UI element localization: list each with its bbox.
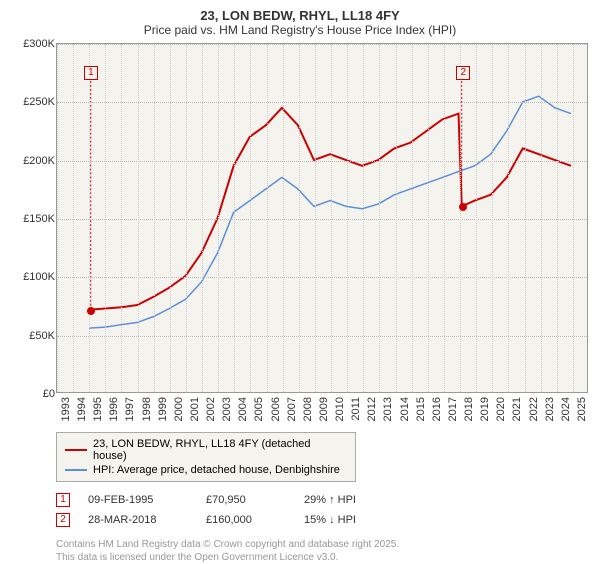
- y-axis-label: £50K: [29, 330, 57, 342]
- x-axis-label: 2016: [431, 397, 443, 421]
- x-axis-label: 2011: [350, 397, 362, 421]
- chart-title: 23, LON BEDW, RHYL, LL18 4FY: [12, 8, 588, 23]
- x-axis-label: 1996: [108, 397, 120, 421]
- legend: 23, LON BEDW, RHYL, LL18 4FY (detached h…: [56, 432, 356, 482]
- sale-marker-dot: [87, 307, 95, 315]
- x-axis-label: 1998: [141, 397, 153, 421]
- x-axis-label: 2010: [334, 397, 346, 421]
- x-axis-label: 2019: [479, 397, 491, 421]
- sale-diff: 15% ↓ HPI: [304, 514, 356, 526]
- sale-marker-label: 1: [84, 66, 98, 80]
- x-axis-label: 2012: [366, 397, 378, 421]
- sale-row: 1 09-FEB-1995 £70,950 29% ↑ HPI: [56, 490, 588, 510]
- legend-swatch: [65, 449, 87, 451]
- sale-number: 1: [56, 493, 70, 507]
- legend-item: 23, LON BEDW, RHYL, LL18 4FY (detached h…: [65, 437, 347, 463]
- x-axis-label: 2003: [221, 397, 233, 421]
- sale-date: 09-FEB-1995: [88, 494, 188, 506]
- legend-swatch: [65, 469, 87, 471]
- x-axis-label: 2007: [286, 397, 298, 421]
- sale-row: 2 28-MAR-2018 £160,000 15% ↓ HPI: [56, 510, 588, 530]
- y-axis-label: £150K: [23, 213, 57, 225]
- x-axis-label: 2005: [253, 397, 265, 421]
- y-axis-label: £100K: [23, 271, 57, 283]
- x-axis-label: 1994: [76, 397, 88, 421]
- sale-diff: 29% ↑ HPI: [304, 494, 356, 506]
- x-axis-label: 1995: [92, 397, 104, 421]
- footer-line: Contains HM Land Registry data © Crown c…: [56, 538, 588, 551]
- x-axis-label: 2022: [528, 397, 540, 421]
- x-axis-label: 2014: [399, 397, 411, 421]
- footer-line: This data is licensed under the Open Gov…: [56, 551, 588, 564]
- legend-label: HPI: Average price, detached house, Denb…: [93, 464, 340, 476]
- sale-number: 2: [56, 513, 70, 527]
- y-axis-label: £250K: [23, 96, 57, 108]
- x-axis-label: 2008: [302, 397, 314, 421]
- x-axis-label: 2013: [382, 397, 394, 421]
- y-axis-label: £200K: [23, 155, 57, 167]
- x-axis-label: 2021: [511, 397, 523, 421]
- x-axis-label: 2023: [544, 397, 556, 421]
- sale-marker-dot: [459, 203, 467, 211]
- x-axis-label: 2018: [463, 397, 475, 421]
- series-line: [89, 96, 571, 328]
- x-axis-label: 1999: [157, 397, 169, 421]
- x-axis-label: 2024: [560, 397, 572, 421]
- sale-date: 28-MAR-2018: [88, 514, 188, 526]
- x-axis-label: 2009: [318, 397, 330, 421]
- x-axis-label: 2001: [189, 397, 201, 421]
- x-axis-label: 2025: [576, 397, 588, 421]
- y-axis-label: £300K: [23, 38, 57, 50]
- chart-area: £0£50K£100K£150K£200K£250K£300K12 199319…: [12, 43, 588, 428]
- x-axis-label: 2006: [270, 397, 282, 421]
- plot-region: £0£50K£100K£150K£200K£250K£300K12: [56, 43, 588, 393]
- x-axis-label: 2017: [447, 397, 459, 421]
- y-axis-label: £0: [43, 388, 57, 400]
- chart-subtitle: Price paid vs. HM Land Registry's House …: [12, 23, 588, 37]
- sales-table: 1 09-FEB-1995 £70,950 29% ↑ HPI 2 28-MAR-2018…: [56, 490, 588, 530]
- x-axis-label: 2020: [495, 397, 507, 421]
- x-axis-label: 2004: [237, 397, 249, 421]
- sale-marker-label: 2: [456, 66, 470, 80]
- x-axis-label: 1997: [124, 397, 136, 421]
- x-axis-label: 2000: [173, 397, 185, 421]
- x-axis-label: 2002: [205, 397, 217, 421]
- legend-label: 23, LON BEDW, RHYL, LL18 4FY (detached h…: [93, 438, 347, 462]
- sale-price: £160,000: [206, 514, 286, 526]
- sale-price: £70,950: [206, 494, 286, 506]
- legend-item: HPI: Average price, detached house, Denb…: [65, 463, 347, 477]
- footer-text: Contains HM Land Registry data © Crown c…: [56, 538, 588, 564]
- x-axis-label: 1993: [60, 397, 72, 421]
- x-axis-label: 2015: [415, 397, 427, 421]
